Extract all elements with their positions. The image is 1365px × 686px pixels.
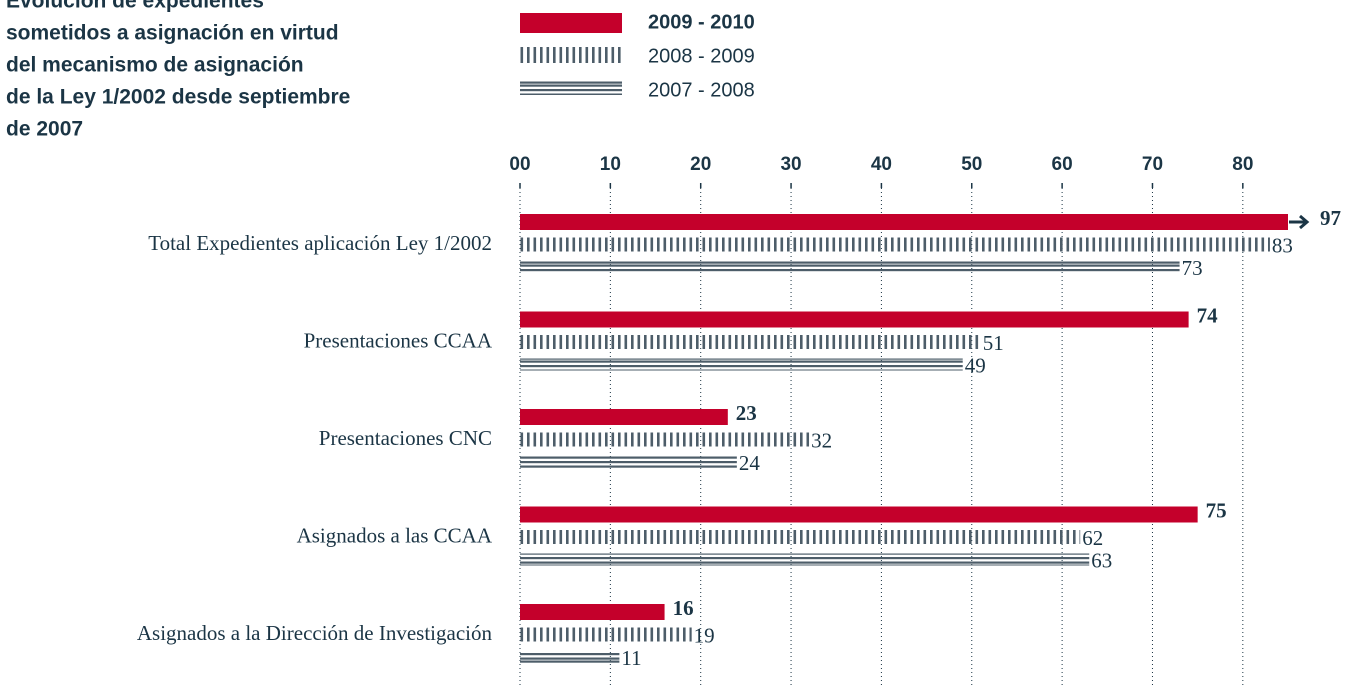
value-label: 11 <box>621 646 641 670</box>
x-tick-label: 70 <box>1142 154 1163 175</box>
value-label: 73 <box>1182 256 1203 280</box>
bar <box>520 358 963 371</box>
value-label: 74 <box>1197 303 1219 327</box>
legend-swatch <box>520 13 622 33</box>
x-tick-label: 40 <box>871 154 892 175</box>
value-label: 49 <box>965 353 986 377</box>
value-label: 19 <box>694 623 715 647</box>
category-label: Presentaciones CNC <box>319 426 492 450</box>
bar <box>520 604 665 620</box>
x-tick-label: 50 <box>961 154 982 175</box>
legend-label: 2007 - 2008 <box>648 79 755 101</box>
value-label: 83 <box>1272 233 1293 257</box>
x-tick-label: 30 <box>780 154 801 175</box>
chart-title: sometidos a asignación en virtud <box>6 22 339 45</box>
x-tick-label: 80 <box>1232 154 1253 175</box>
x-tick-label: 20 <box>690 154 711 175</box>
chart-title: de 2007 <box>6 118 83 141</box>
x-tick-label: 00 <box>509 154 530 175</box>
bar <box>520 456 737 468</box>
overflow-arrow <box>1289 214 1310 230</box>
bar <box>520 214 1288 230</box>
value-label: 75 <box>1206 498 1227 522</box>
x-tick-label: 60 <box>1052 154 1073 175</box>
category-label: Presentaciones CCAA <box>304 328 493 352</box>
chart-title: Evolución de expedientes <box>6 0 264 13</box>
bar <box>520 409 728 425</box>
legend-swatch <box>520 81 622 95</box>
value-label: 63 <box>1091 548 1112 572</box>
bar <box>520 553 1090 566</box>
category-label: Asignados a las CCAA <box>297 523 493 547</box>
legend-label: 2009 - 2010 <box>648 11 755 33</box>
bar <box>520 311 1189 328</box>
value-label: 97 <box>1320 206 1341 230</box>
bar <box>520 530 1081 544</box>
value-label: 16 <box>673 596 694 620</box>
bar <box>520 627 692 642</box>
bar <box>520 335 981 349</box>
value-label: 23 <box>736 401 757 425</box>
chart-title: de la Ley 1/2002 desde septiembre <box>6 86 350 109</box>
bar <box>520 432 810 447</box>
bar <box>520 651 620 663</box>
legend-swatch <box>520 47 622 63</box>
category-label: Asignados a la Dirección de Investigació… <box>137 621 493 645</box>
chart-title: del mecanismo de asignación <box>6 54 304 77</box>
category-label: Total Expedientes aplicación Ley 1/2002 <box>148 231 492 255</box>
bar <box>520 237 1270 252</box>
value-label: 24 <box>739 451 761 475</box>
x-tick-label: 10 <box>600 154 621 175</box>
value-label: 51 <box>983 331 1004 355</box>
value-label: 32 <box>811 428 832 452</box>
value-label: 62 <box>1082 526 1103 550</box>
bar <box>520 261 1180 273</box>
bar <box>520 506 1198 523</box>
legend-label: 2008 - 2009 <box>648 45 755 67</box>
